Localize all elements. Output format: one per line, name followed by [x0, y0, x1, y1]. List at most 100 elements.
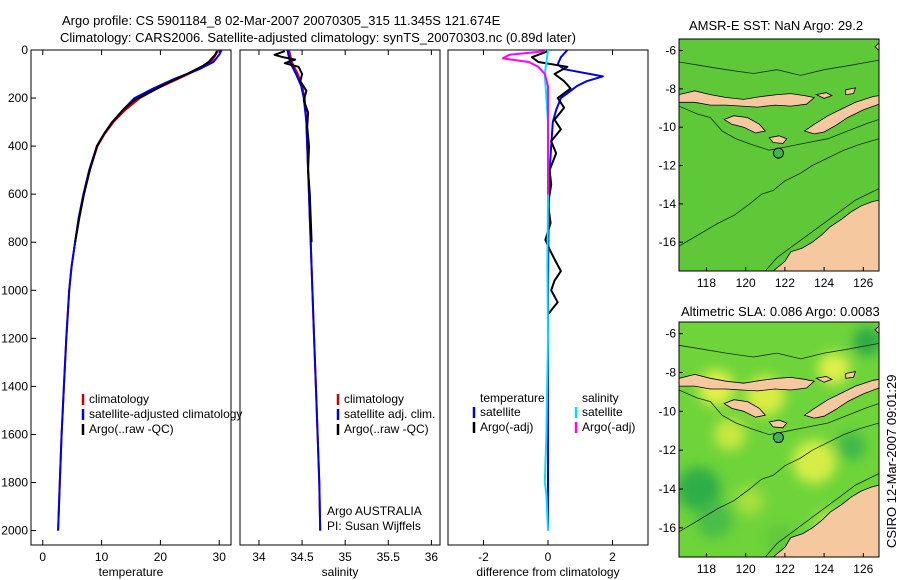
temperature-ytick-label: 0	[21, 43, 28, 57]
difference-series-3	[501, 50, 549, 195]
bathymetry-contour	[679, 105, 879, 151]
difference-legend-temp-sat-label: satellite	[480, 405, 521, 419]
temperature-xtick-label: 10	[95, 550, 109, 564]
sla-blob	[853, 327, 879, 356]
temperature-series-group	[57, 50, 223, 531]
temperature-xlabel: temperature	[99, 565, 164, 579]
salinity-xtick-label: 34.5	[290, 550, 314, 564]
salinity-xtick-label: 36	[425, 550, 439, 564]
altimetry-map-axis: 118 120 122 124 126 -6 -8 -10 -12 -14 -16	[659, 327, 874, 576]
sla-blob	[792, 439, 837, 484]
temperature-series-0	[57, 50, 219, 531]
map-xtick-label: 124	[814, 276, 834, 290]
temperature-legend-0-label: climatology	[89, 392, 149, 406]
sla-blob	[837, 432, 866, 461]
temperature-ytick-label: 1600	[1, 427, 28, 441]
map-ytick-label: -12	[659, 443, 677, 457]
temperature-ytick-label: 1200	[1, 331, 28, 345]
map-ytick-label: -10	[659, 120, 677, 134]
sla-blob	[696, 502, 733, 539]
difference-xtick-label: 0	[545, 550, 552, 564]
salinity-legend-1-label: satellite adj. clim.	[344, 407, 435, 421]
island-landmass	[803, 95, 879, 135]
map-ytick-label: -16	[659, 235, 677, 249]
temperature-legend-2-label: Argo(..raw -QC)	[89, 422, 174, 436]
map-ytick-label: -6	[665, 327, 676, 341]
island-landmass	[845, 87, 857, 96]
difference-legend-sal-argo-label: Argo(-adj)	[582, 420, 635, 434]
map-xtick-label: 124	[814, 562, 834, 576]
salinity-series-0	[288, 50, 322, 531]
island-landmass	[679, 373, 816, 392]
salinity-legend-0-label: climatology	[344, 392, 404, 406]
map-xtick-label: 118	[697, 562, 716, 576]
island-landmass	[815, 375, 833, 383]
amsr-map-title: AMSR-E SST: NaN Argo: 29.2	[689, 18, 863, 33]
island-landmass	[679, 90, 816, 108]
australia-landmass	[772, 199, 879, 271]
salinity-xtick-label: 35.5	[377, 550, 401, 564]
island-landmass	[803, 378, 879, 419]
sla-blob	[713, 418, 746, 451]
difference-xlabel: difference from climatology	[476, 565, 619, 579]
temperature-ytick-label: 200	[8, 91, 28, 105]
map-ytick-label: -14	[659, 482, 677, 496]
map-xtick-label: 122	[775, 276, 795, 290]
map-ytick-label: -10	[659, 404, 677, 418]
argo-location-marker	[772, 147, 784, 159]
bathymetry-contour	[679, 422, 879, 533]
map-ytick-label: -8	[665, 365, 676, 379]
sla-blob	[735, 486, 764, 515]
map-ytick-label: -8	[665, 82, 676, 96]
bathymetry-contour	[679, 389, 879, 436]
island-landmass	[768, 135, 788, 144]
sla-blob	[679, 467, 721, 512]
bathymetry-contour	[764, 188, 879, 271]
difference-series-2	[543, 50, 549, 531]
map-ytick-label: -6	[665, 44, 676, 58]
difference-xtick-label: -2	[478, 550, 489, 564]
island-landmass	[815, 92, 833, 99]
salinity-annotation-1: PI: Susan Wijffels	[327, 519, 421, 533]
bathymetry-contour	[679, 138, 879, 247]
altimetry-sla-map	[679, 322, 879, 557]
temperature-ytick-label: 600	[8, 187, 28, 201]
salinity-series-1	[286, 50, 322, 531]
bathymetry-contour	[679, 343, 879, 360]
map-xtick-label: 120	[736, 276, 756, 290]
temperature-legend-1-label: satellite-adjusted climatology	[89, 407, 242, 421]
salinity-series-2	[273, 50, 313, 243]
temperature-ytick-label: 400	[8, 139, 28, 153]
difference-legend-temperature-title: temperature	[480, 391, 545, 405]
credit-text: CSIRO 12-Mar-2007 09:01:29	[884, 375, 899, 548]
salinity-frame	[239, 49, 441, 546]
amsr-map-frame	[678, 38, 880, 272]
island-landmass	[768, 419, 788, 429]
temperature-ytick-label: 1400	[1, 379, 28, 393]
altimetry-map-frame	[678, 321, 880, 558]
header-subtitle: Climatology: CARS2006. Satellite-adjuste…	[60, 30, 576, 45]
temperature-series-1	[57, 50, 223, 531]
temperature-series-2	[74, 50, 218, 243]
salinity-annotation-0: Argo AUSTRALIA	[327, 504, 422, 518]
island-landmass	[723, 399, 767, 418]
map-xtick-label: 126	[853, 276, 873, 290]
salinity-xtick-label: 34	[252, 550, 266, 564]
salinity-legend-2-label: Argo(..raw -QC)	[344, 422, 429, 436]
salinity-xlabel: salinity	[322, 565, 359, 579]
island-landmass	[874, 42, 879, 52]
map-ytick-label: -16	[659, 521, 677, 535]
argo-location-marker	[772, 432, 784, 444]
salinity-xtick-label: 35	[338, 550, 352, 564]
temperature-xtick-label: 20	[154, 550, 168, 564]
map-xtick-label: 120	[736, 562, 756, 576]
temperature-panel: 0 10 20 30 0 200 400 600 800 1000 1200 1400 1600 1800…	[1, 43, 242, 579]
header-title: Argo profile: CS 5901184_8 02-Mar-2007 2…	[62, 13, 501, 28]
temperature-xtick-label: 0	[39, 550, 46, 564]
australia-landmass	[772, 484, 879, 557]
amsr-map-axis: 118 120 122 124 126 -6 -8 -10 -12 -14 -16	[659, 44, 874, 290]
island-landmass	[874, 325, 879, 335]
difference-xtick-label: 2	[609, 550, 616, 564]
